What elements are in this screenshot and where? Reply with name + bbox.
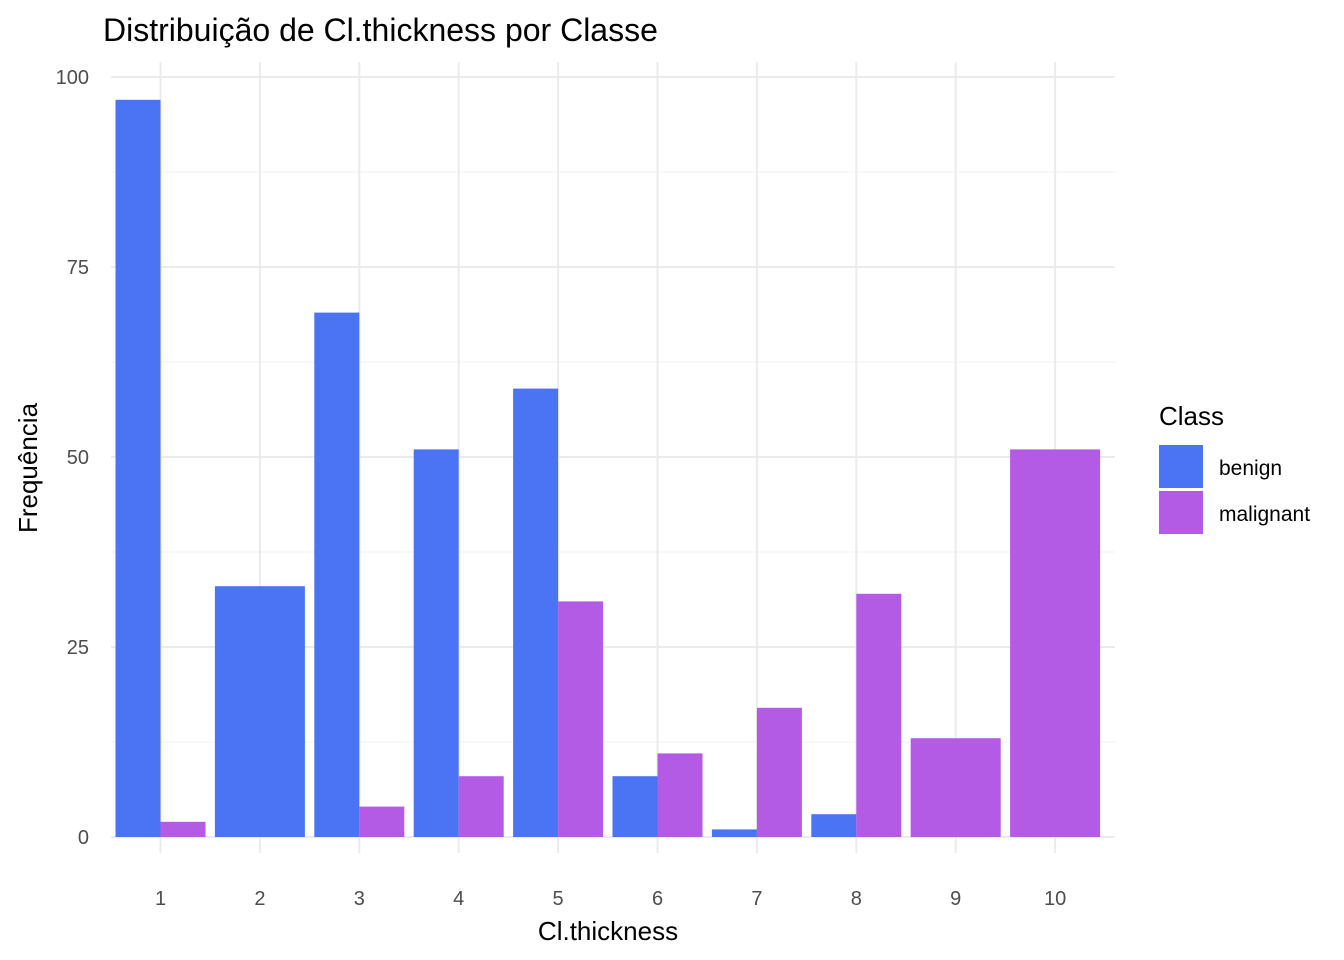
bars [115,99,1101,838]
bar-benign-7 [711,829,757,837]
bar-malignant-6 [657,753,703,837]
x-tick-label: 7 [751,888,762,910]
x-tick-label: 9 [950,888,961,910]
bar-benign-1 [115,99,161,838]
y-axis-title: Frequência [13,402,43,533]
bar-malignant-8 [856,593,902,837]
x-axis-ticks: 1 2 3 4 5 6 7 8 9 10 [155,888,1066,910]
bar-benign-5 [513,388,559,837]
bar-benign-8 [811,814,857,837]
bar-benign-4 [413,449,459,837]
x-tick-label: 6 [652,888,663,910]
bar-benign-3 [314,312,360,838]
x-tick-label: 3 [354,888,365,910]
legend-swatch-malignant [1159,491,1203,534]
legend-title: Class [1159,401,1224,431]
bar-benign-2 [214,586,305,837]
x-axis-title: Cl.thickness [538,916,678,946]
x-tick-label: 2 [254,888,265,910]
legend-label-benign: benign [1219,457,1282,480]
bar-malignant-5 [558,601,604,837]
y-tick-label: 0 [78,827,89,849]
bar-malignant-10 [1010,449,1101,837]
x-tick-label: 4 [453,888,464,910]
legend-label-malignant: malignant [1219,503,1310,526]
bar-malignant-3 [359,806,405,837]
x-tick-label: 8 [851,888,862,910]
y-tick-label: 75 [67,257,89,279]
bar-malignant-1 [160,821,206,837]
bar-malignant-4 [458,776,504,837]
y-tick-label: 50 [67,447,89,469]
x-tick-label: 5 [553,888,564,910]
y-tick-label: 25 [67,637,89,659]
y-axis-ticks: 0 25 50 75 100 [56,67,89,849]
bar-malignant-7 [756,707,802,837]
chart-title: Distribuição de Cl.thickness por Classe [103,12,658,48]
y-tick-label: 100 [56,67,89,89]
bar-benign-6 [612,776,658,837]
x-tick-label: 1 [155,888,166,910]
legend: Class benign malignant [1159,401,1310,534]
legend-swatch-benign [1159,445,1203,488]
x-tick-label: 10 [1044,888,1066,910]
bar-malignant-9 [910,738,1001,837]
